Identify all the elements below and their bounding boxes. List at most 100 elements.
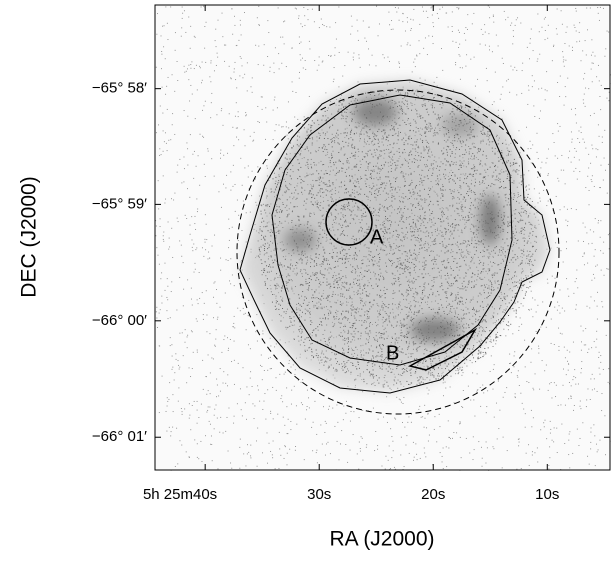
noise-dot bbox=[459, 258, 460, 259]
noise-dot bbox=[493, 195, 494, 196]
noise-dot bbox=[567, 288, 568, 289]
noise-dot bbox=[408, 294, 409, 295]
noise-dot bbox=[379, 313, 380, 314]
noise-dot bbox=[447, 140, 448, 141]
noise-dot bbox=[381, 187, 382, 188]
noise-dot bbox=[452, 41, 453, 42]
noise-dot bbox=[246, 241, 247, 242]
noise-dot bbox=[427, 17, 428, 18]
noise-dot bbox=[400, 320, 401, 321]
noise-dot bbox=[331, 55, 332, 56]
noise-dot bbox=[231, 8, 232, 9]
noise-dot bbox=[405, 134, 406, 135]
noise-dot bbox=[163, 151, 164, 152]
noise-dot bbox=[544, 370, 545, 371]
noise-dot bbox=[187, 335, 188, 336]
noise-dot bbox=[389, 364, 390, 365]
noise-dot bbox=[339, 170, 340, 171]
noise-dot bbox=[431, 309, 432, 310]
noise-dot bbox=[432, 107, 433, 108]
noise-dot bbox=[410, 45, 411, 46]
noise-dot bbox=[316, 452, 317, 453]
noise-dot bbox=[433, 279, 434, 280]
noise-dot bbox=[571, 398, 572, 399]
noise-dot bbox=[306, 203, 307, 204]
noise-dot bbox=[523, 285, 524, 286]
noise-dot bbox=[601, 393, 602, 394]
noise-dot bbox=[300, 328, 301, 329]
noise-dot bbox=[455, 276, 456, 277]
noise-dot bbox=[326, 149, 327, 150]
noise-dot bbox=[362, 289, 363, 290]
noise-dot bbox=[438, 233, 439, 234]
noise-dot bbox=[595, 347, 596, 348]
noise-dot bbox=[497, 273, 498, 274]
noise-dot bbox=[531, 309, 532, 310]
noise-dot bbox=[305, 253, 306, 254]
noise-dot bbox=[309, 407, 310, 408]
noise-dot bbox=[263, 226, 264, 227]
noise-dot bbox=[548, 25, 549, 26]
noise-dot bbox=[238, 363, 239, 364]
noise-dot bbox=[261, 96, 262, 97]
noise-dot bbox=[364, 142, 365, 143]
noise-dot bbox=[387, 289, 388, 290]
noise-dot bbox=[464, 130, 465, 131]
noise-dot bbox=[172, 367, 173, 368]
noise-dot bbox=[542, 301, 543, 302]
noise-dot bbox=[519, 307, 520, 308]
noise-dot bbox=[446, 251, 447, 252]
noise-dot bbox=[242, 297, 243, 298]
noise-dot bbox=[419, 383, 420, 384]
noise-dot bbox=[416, 335, 417, 336]
noise-dot bbox=[304, 190, 305, 191]
noise-dot bbox=[417, 351, 418, 352]
noise-dot bbox=[290, 421, 291, 422]
noise-dot bbox=[432, 14, 433, 15]
noise-dot bbox=[429, 337, 430, 338]
noise-dot bbox=[201, 6, 202, 7]
noise-dot bbox=[306, 175, 307, 176]
noise-dot bbox=[307, 175, 308, 176]
noise-dot bbox=[280, 398, 281, 399]
noise-dot bbox=[559, 313, 560, 314]
noise-dot bbox=[599, 440, 600, 441]
noise-dot bbox=[574, 25, 575, 26]
noise-dot bbox=[580, 127, 581, 128]
noise-dot bbox=[350, 372, 351, 373]
noise-dot bbox=[307, 166, 308, 167]
noise-dot bbox=[358, 231, 359, 232]
noise-dot bbox=[327, 173, 328, 174]
noise-dot bbox=[526, 453, 527, 454]
noise-dot bbox=[177, 165, 178, 166]
noise-dot bbox=[408, 315, 409, 316]
noise-dot bbox=[397, 321, 398, 322]
noise-dot bbox=[192, 250, 193, 251]
noise-dot bbox=[227, 337, 228, 338]
noise-dot bbox=[401, 46, 402, 47]
noise-dot bbox=[345, 372, 346, 373]
noise-dot bbox=[486, 205, 487, 206]
noise-dot bbox=[314, 60, 315, 61]
noise-dot bbox=[309, 96, 310, 97]
noise-dot bbox=[192, 368, 193, 369]
noise-dot bbox=[386, 246, 387, 247]
noise-dot bbox=[461, 108, 462, 109]
noise-dot bbox=[442, 184, 443, 185]
noise-dot bbox=[592, 243, 593, 244]
noise-dot bbox=[341, 332, 342, 333]
noise-dot bbox=[175, 466, 176, 467]
noise-dot bbox=[498, 264, 499, 265]
noise-dot bbox=[533, 417, 534, 418]
noise-dot bbox=[534, 116, 535, 117]
noise-dot bbox=[594, 435, 595, 436]
noise-dot bbox=[462, 232, 463, 233]
noise-dot bbox=[406, 124, 407, 125]
noise-dot bbox=[373, 211, 374, 212]
noise-dot bbox=[419, 332, 420, 333]
noise-dot bbox=[483, 263, 484, 264]
noise-dot bbox=[575, 384, 576, 385]
noise-dot bbox=[259, 229, 260, 230]
noise-dot bbox=[292, 91, 293, 92]
noise-dot bbox=[586, 406, 587, 407]
